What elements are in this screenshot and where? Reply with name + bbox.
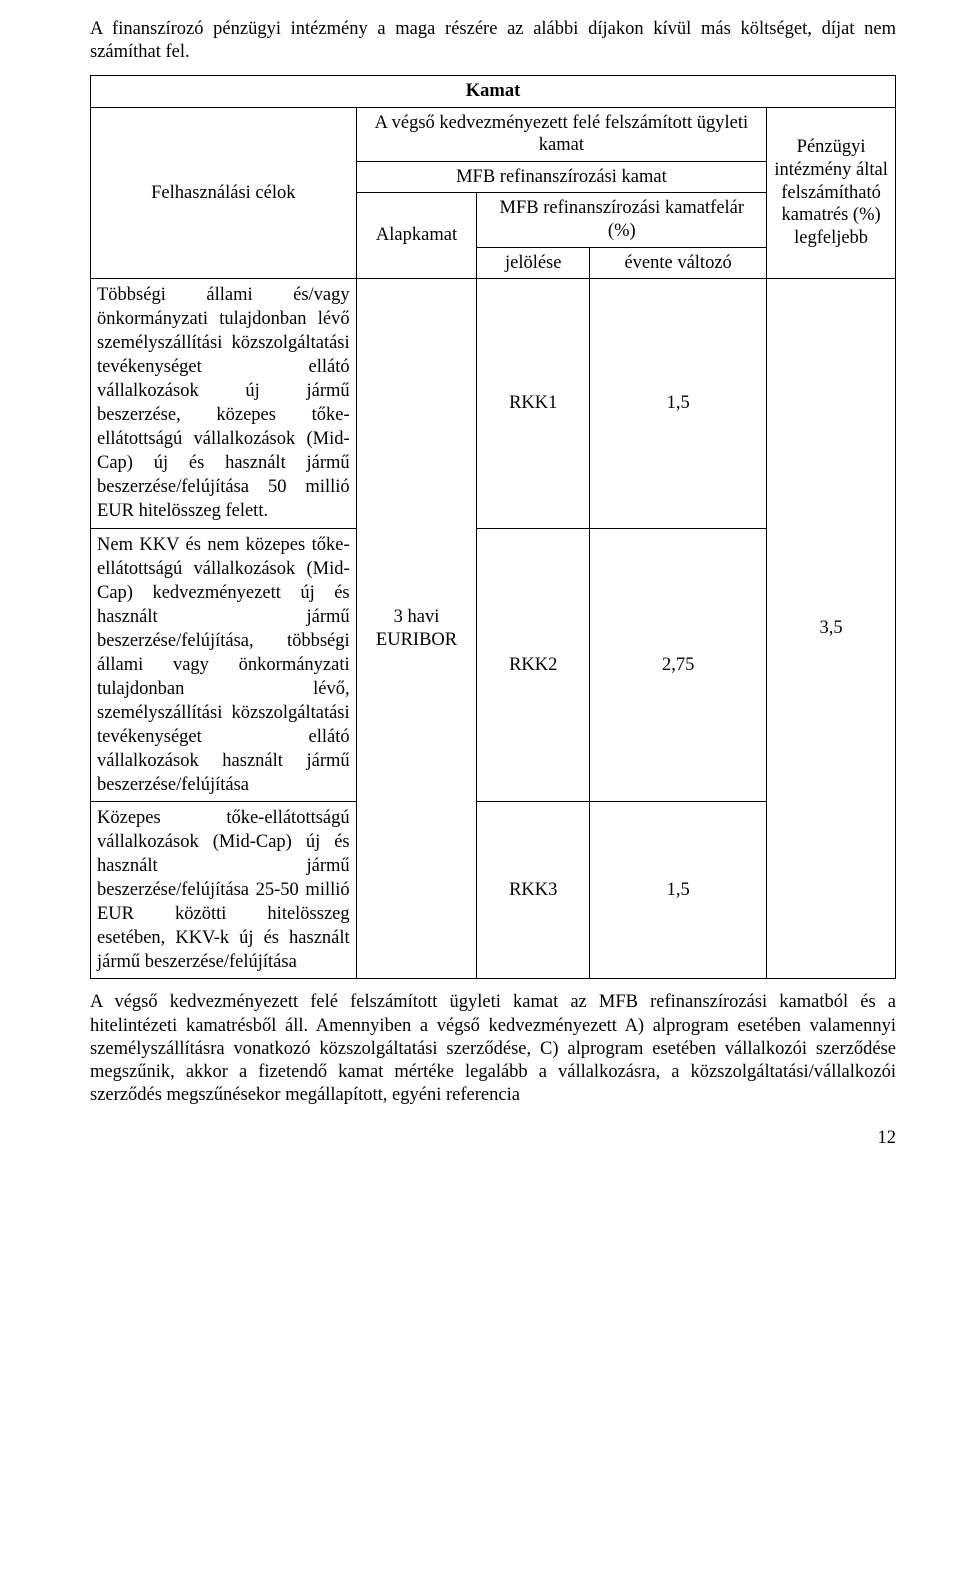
mark-cell: RKK3 — [477, 802, 590, 979]
intro-paragraph: A finanszírozó pénzügyi intézmény a maga… — [90, 18, 896, 63]
mark-cell: RKK1 — [477, 279, 590, 528]
kamat-table: Kamat Felhasználási célok A végső kedvez… — [90, 75, 896, 979]
table-row: Többségi állami és/vagy önkormányzati tu… — [91, 279, 896, 528]
purpose-cell: Többségi állami és/vagy önkormányzati tu… — [91, 279, 357, 528]
fee-value-cell: 3,5 — [767, 279, 896, 979]
header-evente: évente változó — [590, 247, 767, 279]
table-title: Kamat — [91, 76, 896, 108]
header-top-merged: A végső kedvezményezett felé felszámítot… — [356, 107, 767, 161]
header-alapkamat: Alapkamat — [356, 193, 477, 279]
value-cell: 1,5 — [590, 279, 767, 528]
header-fee: Pénzügyi intézmény által felszámítható k… — [767, 107, 896, 278]
mark-cell: RKK2 — [477, 528, 590, 802]
closing-paragraph: A végső kedvezményezett felé felszámítot… — [90, 991, 896, 1107]
header-kamatfelar: MFB refinanszírozási kamatfelár (%) — [477, 193, 767, 247]
header-purpose: Felhasználási célok — [91, 107, 357, 278]
page-number: 12 — [90, 1127, 896, 1150]
value-cell: 2,75 — [590, 528, 767, 802]
header-jel: jelölése — [477, 247, 590, 279]
base-rate-cell: 3 havi EURIBOR — [356, 279, 477, 979]
header-mfb-kamat: MFB refinanszírozási kamat — [356, 161, 767, 193]
value-cell: 1,5 — [590, 802, 767, 979]
purpose-cell: Közepes tőke-ellátottságú vállalkozások … — [91, 802, 357, 979]
purpose-cell: Nem KKV és nem közepes tőke-ellátottságú… — [91, 528, 357, 802]
